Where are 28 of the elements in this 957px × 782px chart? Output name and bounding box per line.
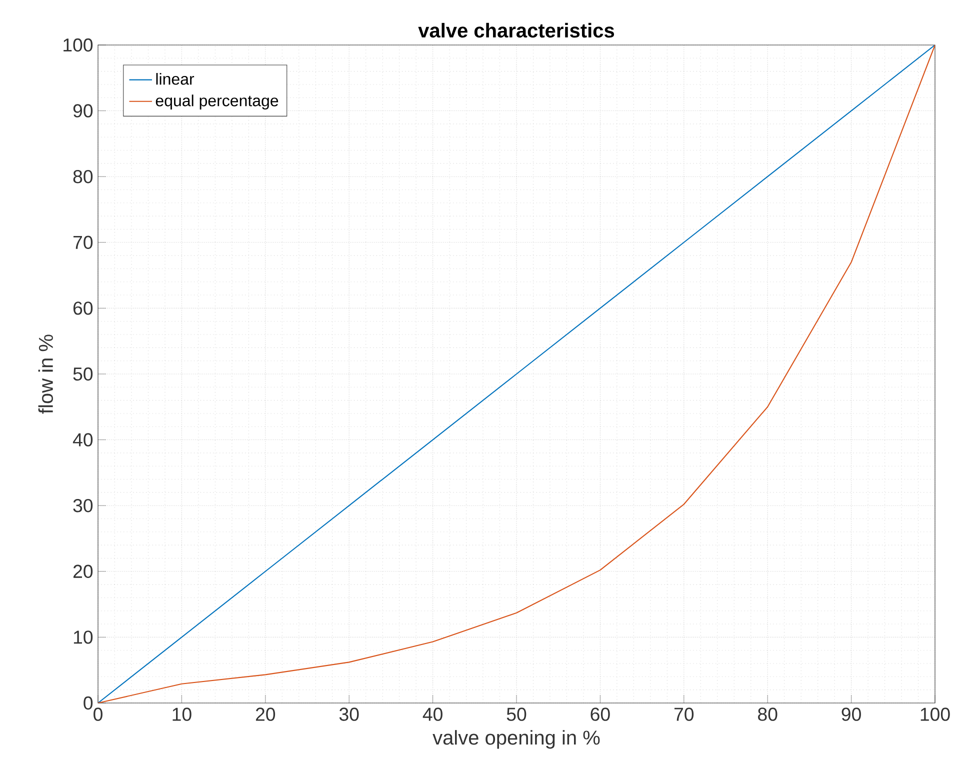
x-tick-label: 40 <box>422 708 442 721</box>
y-tick-label: 10 <box>74 630 93 644</box>
x-tick-label: 70 <box>674 708 694 721</box>
line-series <box>98 44 935 703</box>
y-tick-label: 90 <box>73 104 93 118</box>
y-axis-title: flow in % <box>38 334 53 414</box>
x-tick-label: 90 <box>842 708 861 721</box>
y-tick-label: 70 <box>73 236 93 250</box>
y-tick-label: 100 <box>64 38 93 52</box>
legend-label: linear <box>156 73 194 85</box>
y-tick-label: 80 <box>73 170 93 184</box>
x-axis-title: valve opening in % <box>432 730 600 749</box>
chart-title: valve characteristics <box>418 22 614 38</box>
x-tick-label: 60 <box>590 708 610 721</box>
x-tick-label: 20 <box>256 708 276 721</box>
y-tick-label: 40 <box>72 433 93 446</box>
y-tick-label: 50 <box>73 367 93 381</box>
x-tick-label: 50 <box>506 708 526 721</box>
legend-label: equal percentage <box>156 94 278 110</box>
x-tick-label: 100 <box>920 708 950 721</box>
y-tick-label: 0 <box>84 696 93 710</box>
y-tick-label: 30 <box>73 498 93 512</box>
x-tick-label: 10 <box>172 708 192 721</box>
x-tick-label: 80 <box>758 708 778 721</box>
x-tick-label: 30 <box>339 708 359 721</box>
x-tick-label: 0 <box>94 708 102 721</box>
y-tick-label: 60 <box>73 302 93 315</box>
y-tick-label: 20 <box>73 564 93 578</box>
